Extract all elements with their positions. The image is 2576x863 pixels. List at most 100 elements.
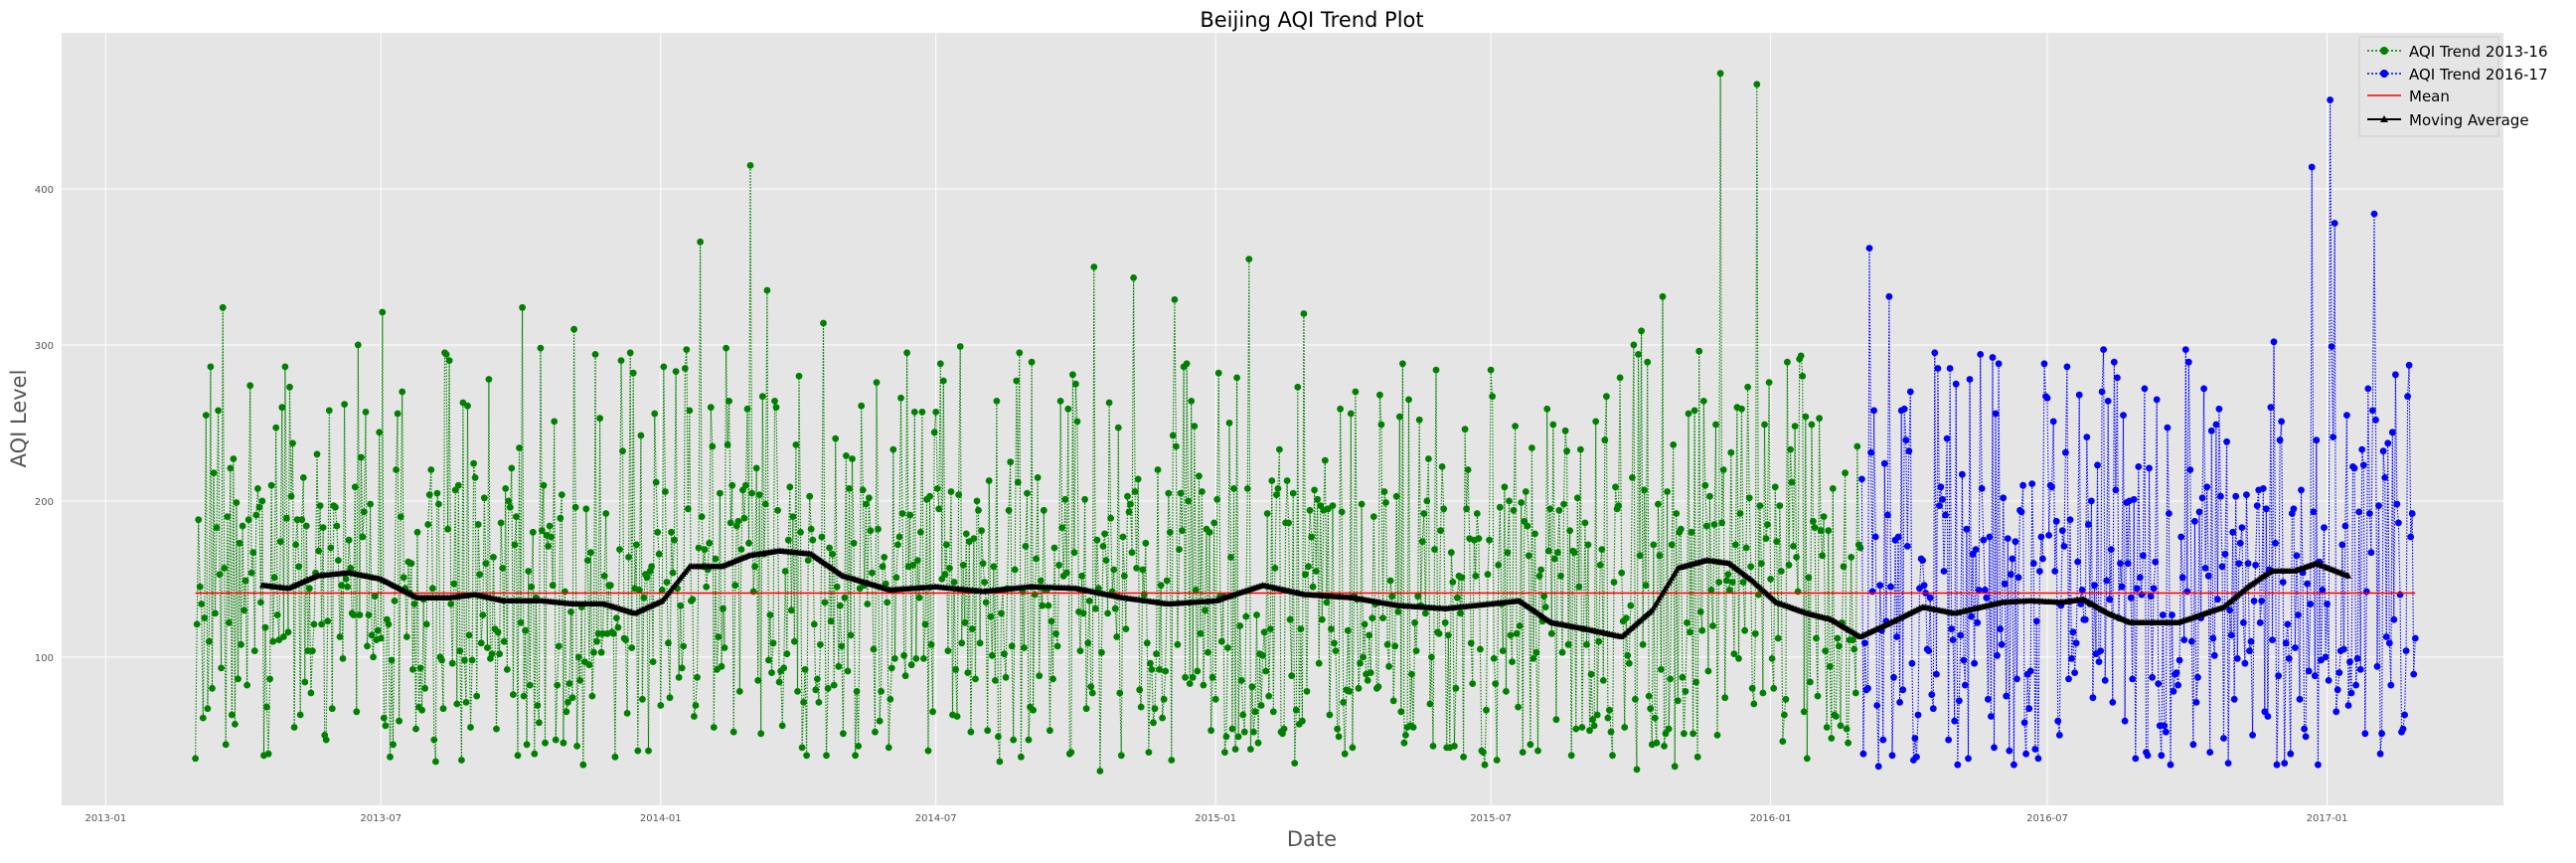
data-point (2081, 615, 2089, 623)
data-point (207, 363, 215, 371)
data-point (1137, 703, 1145, 711)
data-point (2026, 667, 2034, 675)
data-point (2012, 538, 2019, 546)
data-point (2173, 669, 2180, 676)
data-point (1928, 691, 1936, 698)
data-point (1415, 416, 1423, 424)
data-point (1050, 544, 1058, 552)
data-point (519, 303, 526, 311)
data-point (976, 639, 984, 647)
data-point (563, 708, 570, 716)
data-point (652, 478, 660, 486)
data-point (2137, 574, 2144, 582)
data-point (864, 601, 872, 607)
data-point (1409, 724, 1417, 731)
data-point (2106, 596, 2114, 604)
data-point (2218, 563, 2226, 571)
data-point (488, 650, 496, 658)
data-point (658, 587, 666, 594)
data-point (1687, 628, 1693, 636)
data-point (458, 757, 465, 764)
data-point (2350, 464, 2358, 472)
data-point (881, 554, 888, 561)
data-point (216, 571, 224, 579)
data-point (654, 528, 662, 536)
data-point (807, 525, 815, 533)
data-point (1438, 463, 1446, 470)
data-point (680, 642, 688, 650)
data-point (1905, 447, 1913, 455)
data-point (511, 541, 519, 549)
data-point (1991, 744, 1998, 752)
data-point (956, 343, 964, 350)
chart-title: Beijing AQI Trend Plot (1200, 8, 1423, 32)
data-point (2341, 522, 2349, 530)
data-point (1263, 510, 1271, 517)
data-point (1774, 634, 1782, 642)
data-point (2103, 577, 2111, 585)
data-point (1196, 472, 1203, 480)
data-point (2091, 582, 2098, 590)
data-point (2387, 681, 2395, 689)
data-point (1338, 508, 1346, 516)
data-point (1673, 510, 1681, 517)
data-point (243, 681, 251, 689)
data-point (2284, 620, 2292, 628)
data-point (542, 739, 549, 747)
data-point (1302, 571, 1309, 579)
data-point (342, 576, 350, 583)
data-point (368, 631, 376, 639)
data-point (1573, 494, 1581, 502)
data-point (1001, 650, 1008, 658)
data-point (2273, 761, 2281, 769)
data-point (1612, 483, 1619, 491)
data-point (1174, 640, 1182, 648)
data-point (1480, 749, 1487, 756)
data-point (1642, 582, 1650, 590)
data-point (554, 681, 562, 689)
data-point (1150, 719, 1157, 727)
data-point (1231, 746, 1239, 753)
data-point (774, 506, 781, 514)
data-point (1402, 732, 1409, 739)
data-point (1992, 410, 2000, 418)
data-point (992, 677, 999, 684)
data-point (1962, 681, 1969, 689)
series-moving-average (258, 547, 2351, 639)
data-point (1735, 655, 1742, 662)
data-point (1509, 658, 1516, 665)
data-point (1140, 591, 1148, 599)
data-point (2410, 670, 2418, 678)
data-point (1865, 245, 1873, 253)
data-point (254, 485, 261, 492)
x-tick-label: 2016-07 (2026, 813, 2068, 824)
data-point (465, 631, 473, 639)
data-point (2210, 651, 2218, 659)
data-point (1418, 538, 1426, 546)
data-point (510, 691, 517, 698)
data-point (2378, 730, 2386, 738)
data-point (1674, 697, 1682, 705)
data-point (889, 445, 897, 453)
data-point (821, 599, 829, 606)
data-point (675, 673, 683, 681)
data-point (1709, 622, 1716, 629)
data-point (619, 447, 626, 455)
data-point (590, 648, 597, 656)
data-point (1179, 527, 1186, 535)
data-point (2043, 394, 2051, 402)
data-point (2267, 404, 2275, 412)
data-point (1888, 752, 1896, 760)
data-point (1334, 725, 1341, 733)
data-point (1722, 577, 1730, 585)
data-point (1668, 541, 1676, 549)
data-point (2258, 598, 2266, 604)
data-point (1160, 695, 1168, 703)
data-point (1276, 445, 1283, 453)
data-point (2138, 591, 2146, 599)
data-point (1091, 604, 1099, 612)
data-point (1515, 703, 1522, 711)
data-point (1266, 625, 1274, 632)
data-point (887, 664, 895, 672)
